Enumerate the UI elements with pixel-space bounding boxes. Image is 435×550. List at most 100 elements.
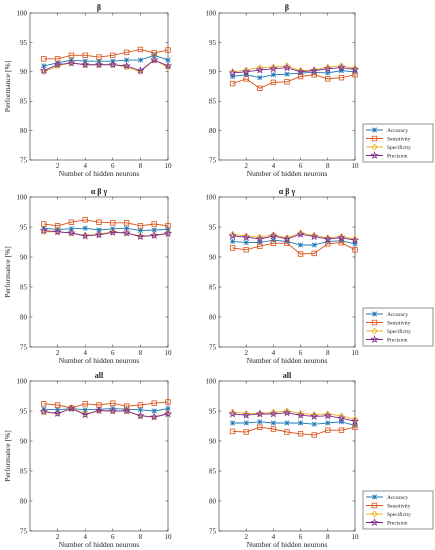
- x-tick-label: 2: [56, 349, 60, 357]
- plot-p2: 75 80 85 90 95 100 2 4 6 8 10 β Number of hidden neu…: [206, 3, 360, 178]
- plot-frame: [218, 380, 356, 532]
- x-tick-label: 8: [326, 349, 330, 357]
- data-point-precision: [163, 409, 173, 418]
- legend-label: Sensitivity: [387, 137, 411, 143]
- data-point-specificity: [338, 412, 345, 420]
- legend-marker: [371, 502, 378, 509]
- x-tick-label: 6: [299, 349, 303, 357]
- data-point-sensitivity: [82, 217, 88, 223]
- data-point-precision: [282, 234, 292, 243]
- legend-marker: [371, 319, 378, 326]
- x-axis-label: Number of hidden neurons: [247, 356, 328, 365]
- series-line-accuracy: [43, 408, 169, 412]
- y-tick-label: 90: [209, 437, 217, 445]
- legend-label: Accuracy: [387, 495, 408, 501]
- data-point-precision: [108, 406, 117, 415]
- legend-marker: [370, 335, 379, 344]
- y-tick-label: 95: [209, 407, 217, 415]
- data-point-accuracy: [311, 242, 317, 248]
- y-tick-label: 100: [17, 9, 28, 17]
- data-point-precision: [136, 66, 145, 75]
- data-point-precision: [323, 411, 332, 420]
- data-point-precision: [163, 229, 173, 238]
- data-point-accuracy: [257, 75, 263, 81]
- data-point-accuracy: [270, 420, 276, 426]
- y-tick-label: 90: [20, 437, 28, 445]
- data-point-precision: [81, 231, 90, 240]
- data-point-specificity: [81, 410, 89, 418]
- x-tick-label: 4: [83, 533, 87, 541]
- data-point-specificity: [109, 228, 117, 236]
- plot-p4: 75 80 85 90 95 100 2 4 6 8 10 α β γ Number of hidden…: [206, 187, 360, 365]
- series-precision: [228, 63, 360, 77]
- legend-marker: [370, 518, 379, 527]
- x-tick-label: 4: [83, 162, 87, 170]
- data-point-sensitivity: [325, 76, 331, 82]
- data-point-sensitivity: [110, 52, 116, 59]
- series-precision: [39, 55, 173, 75]
- data-point-sensitivity: [123, 49, 130, 56]
- x-tick-label: 10: [352, 162, 360, 170]
- data-point-sensitivity: [151, 50, 157, 56]
- series-line-sensitivity: [43, 219, 169, 227]
- data-point-precision: [39, 226, 48, 235]
- data-point-precision: [255, 409, 264, 418]
- data-point-accuracy: [137, 57, 143, 63]
- data-point-specificity: [256, 409, 264, 417]
- plot-title: all: [283, 371, 292, 380]
- data-point-precision: [242, 232, 251, 241]
- plot-title: α β γ: [279, 187, 296, 196]
- data-point-accuracy: [243, 420, 249, 426]
- x-tick-label: 2: [244, 349, 248, 357]
- plot-frame: [29, 380, 169, 532]
- data-point-sensitivity: [325, 427, 331, 433]
- data-point-accuracy: [41, 63, 47, 69]
- data-point-sensitivity: [270, 240, 277, 246]
- y-tick-label: 75: [20, 343, 28, 351]
- legend-marker: [371, 510, 378, 518]
- legend-label: Precision: [387, 338, 408, 344]
- x-axis-label: Number of hidden neurons: [247, 169, 328, 178]
- data-point-accuracy: [325, 420, 331, 426]
- y-tick-label: 90: [20, 253, 28, 261]
- data-point-precision: [350, 65, 360, 73]
- legend-label: Specificity: [387, 511, 411, 518]
- data-point-specificity: [164, 409, 172, 417]
- data-point-specificity: [137, 232, 144, 240]
- legend-marker: [371, 494, 378, 500]
- data-point-sensitivity: [165, 223, 171, 229]
- data-point-sensitivity: [151, 400, 157, 406]
- y-axis-label: Performance [%]: [3, 430, 12, 481]
- legend-label: Sensitivity: [387, 504, 411, 510]
- data-point-sensitivity: [110, 220, 116, 226]
- x-tick-label: 6: [111, 162, 115, 170]
- series-line-sensitivity: [43, 401, 169, 409]
- series-line-specificity: [232, 232, 356, 240]
- series-line-sensitivity: [232, 242, 356, 255]
- data-point-precision: [269, 231, 278, 240]
- series-sensitivity: [41, 46, 171, 62]
- data-point-precision: [337, 413, 346, 422]
- plot-title: α β γ: [91, 187, 108, 196]
- legend-marker: [371, 311, 378, 317]
- y-tick-label: 85: [209, 98, 217, 106]
- series-line-specificity: [232, 410, 356, 420]
- y-tick-label: 95: [20, 223, 28, 231]
- data-point-precision: [310, 232, 319, 241]
- y-tick-label: 85: [209, 467, 217, 475]
- series-precision: [228, 229, 360, 244]
- data-point-precision: [310, 412, 319, 420]
- y-tick-label: 100: [206, 193, 217, 201]
- data-point-precision: [94, 406, 104, 414]
- data-point-specificity: [164, 229, 172, 237]
- x-tick-label: 8: [326, 533, 330, 541]
- data-point-specificity: [95, 230, 103, 238]
- x-axis-label: Number of hidden neurons: [247, 540, 328, 549]
- data-point-precision: [53, 409, 62, 417]
- data-point-precision: [136, 232, 145, 241]
- data-point-sensitivity: [123, 220, 130, 226]
